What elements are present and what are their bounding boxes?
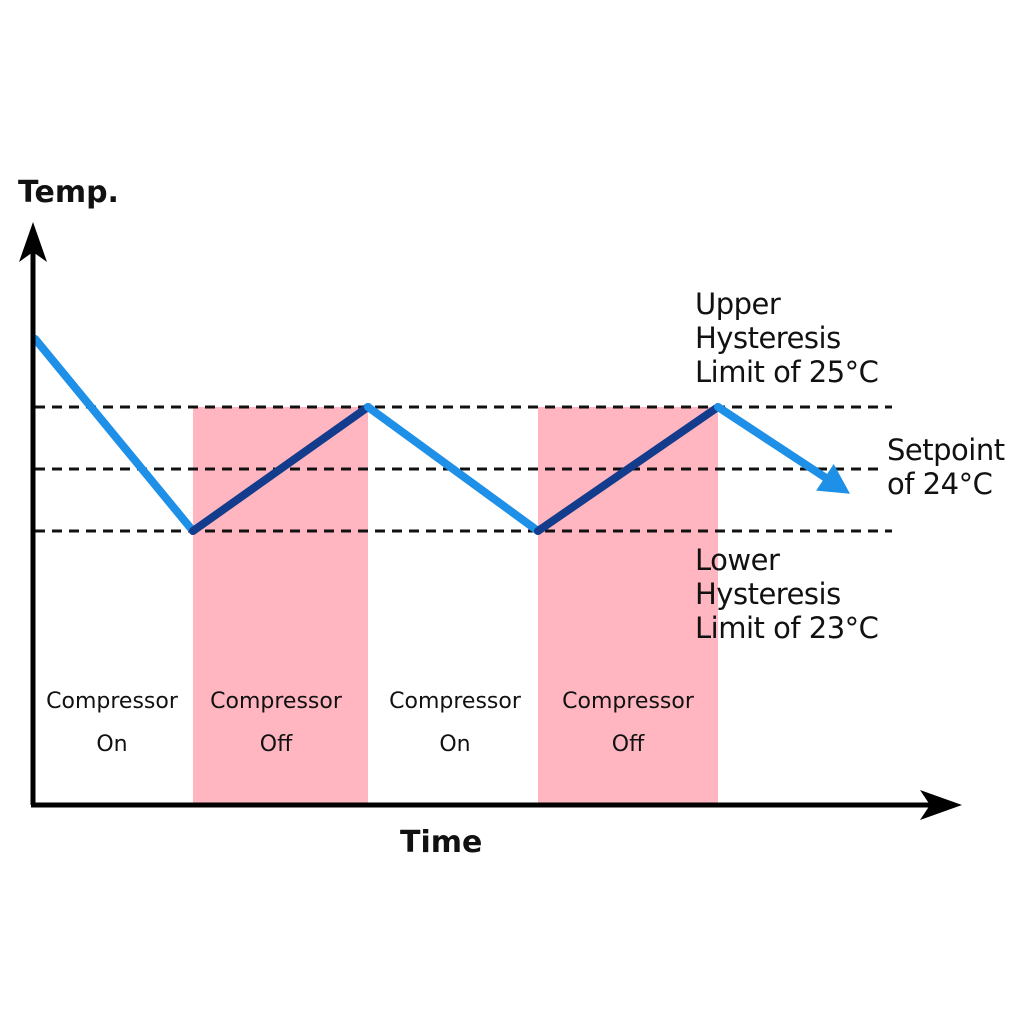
phase-label-compressor-off-2: Compressor Off [543,680,713,766]
phase-label-line1: Compressor [389,689,521,714]
setpoint-label-line2: of 24°C [887,467,993,501]
y-axis-label: Temp. [18,175,119,210]
curve-arrowhead-icon [816,463,850,494]
cooling-segment [31,334,197,535]
phase-label-line2: On [439,732,471,757]
upper-limit-label: Upper Hysteresis Limit of 25°C [695,287,879,389]
phase-label-compressor-on-2: Compressor On [370,680,540,766]
phase-label-line2: Off [611,732,645,757]
phase-label-compressor-on-1: Compressor On [27,680,197,766]
phase-label-line1: Compressor [562,689,694,714]
lower-limit-label-line1: Lower [695,543,780,577]
phase-label-line1: Compressor [46,689,178,714]
phase-label-line1: Compressor [210,689,342,714]
x-axis-label: Time [400,825,483,860]
upper-limit-label-line3: Limit of 25°C [695,355,879,389]
lower-limit-label-line2: Hysteresis [695,577,841,611]
phase-label-compressor-off-1: Compressor Off [191,680,361,766]
warming-segment [189,403,372,535]
upper-limit-label-line2: Hysteresis [695,321,841,355]
y-axis-arrow-icon [19,222,47,262]
temperature-curve [31,334,850,535]
upper-limit-label-line1: Upper [695,287,781,321]
cooling-segment [714,403,836,486]
x-axis-arrow-icon [920,790,962,820]
phase-label-line2: On [96,732,128,757]
phase-label-line2: Off [259,732,293,757]
lower-limit-label-line3: Limit of 23°C [695,611,879,645]
warming-segment [534,403,722,535]
setpoint-label: Setpoint of 24°C [887,433,1005,501]
cooling-segment [364,403,542,535]
lower-limit-label: Lower Hysteresis Limit of 23°C [695,543,879,645]
setpoint-label-line1: Setpoint [887,433,1005,467]
